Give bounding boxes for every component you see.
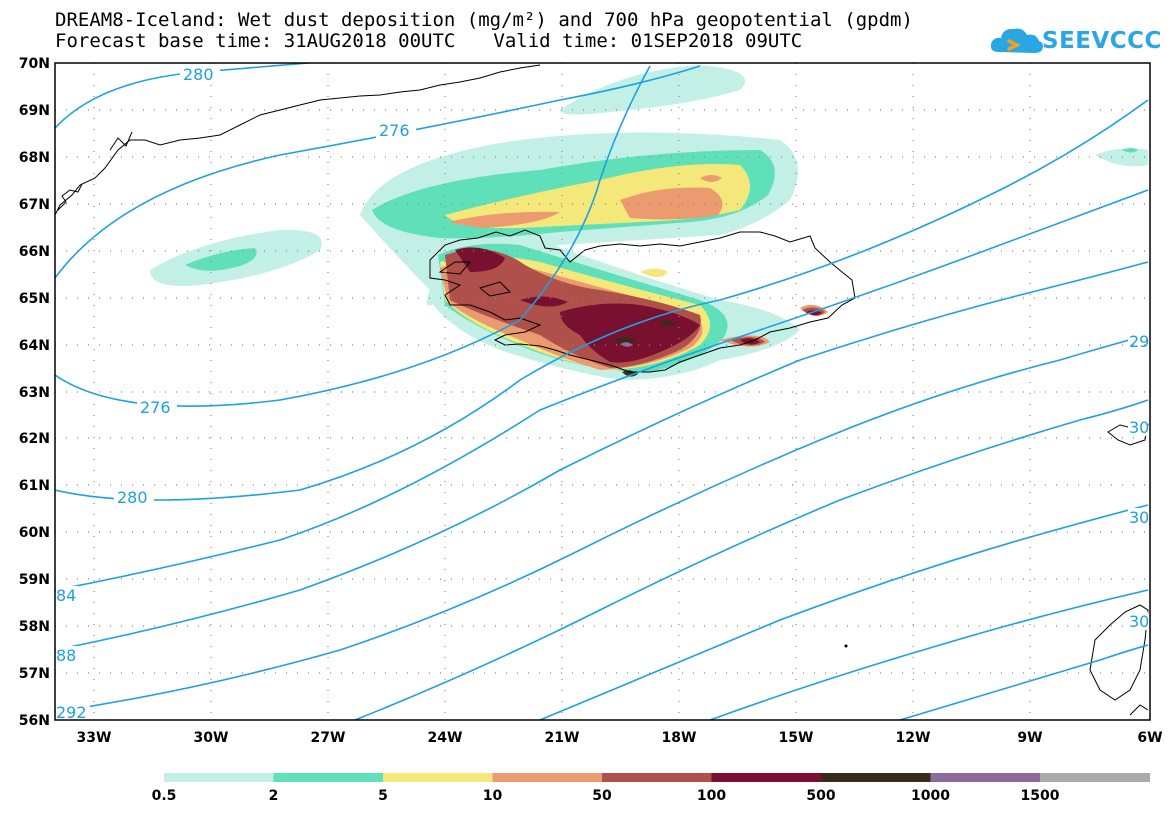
lat-label: 68N — [19, 150, 50, 166]
lon-label: 6W — [1137, 730, 1162, 746]
colorbar-swatch — [164, 773, 274, 782]
colorbar-swatch — [492, 773, 603, 782]
time-info: Forecast base time: 31AUG2018 00UTC Valid… — [55, 31, 802, 51]
colorbar-label: 2 — [269, 788, 279, 804]
colorbar: 0.5 2 5 10 50 100 500 1000 1500 — [152, 773, 1150, 804]
lat-label: 70N — [19, 56, 50, 72]
colorbar-swatch — [711, 773, 822, 782]
lon-label: 15W — [779, 730, 814, 746]
lat-label: 65N — [19, 291, 50, 307]
latitude-labels: 70N 69N 68N 67N 66N 65N 64N 63N 62N 61N … — [19, 56, 50, 729]
colorbar-label: 10 — [483, 788, 503, 804]
lat-label: 59N — [19, 572, 50, 588]
lat-label: 69N — [19, 103, 50, 119]
colorbar-swatch — [1040, 773, 1150, 782]
contour-label: 280 — [183, 65, 214, 84]
lat-label: 56N — [19, 713, 50, 729]
colorbar-label: 1000 — [911, 788, 950, 804]
valid-time: Valid time: 01SEP2018 09UTC — [493, 30, 803, 52]
contour-label: 280 — [117, 488, 148, 507]
lon-label: 21W — [545, 730, 580, 746]
lon-label: 27W — [311, 730, 346, 746]
colorbar-label: 100 — [697, 788, 726, 804]
contour-label: 276 — [379, 121, 410, 140]
colorbar-label: 500 — [806, 788, 835, 804]
lon-label: 18W — [662, 730, 697, 746]
contour-label: 30 — [1129, 418, 1149, 437]
lat-label: 62N — [19, 431, 50, 447]
longitude-labels: 33W 30W 27W 24W 21W 18W 15W 12W 9W 6W — [77, 730, 1163, 746]
lat-label: 60N — [19, 525, 50, 541]
geopotential-contours — [55, 63, 1149, 720]
map-frame — [54, 62, 1151, 721]
contour-label: 84 — [56, 586, 76, 605]
contour-label: 88 — [56, 646, 76, 665]
colorbar-swatch — [821, 773, 931, 782]
coastlines — [55, 64, 1149, 716]
lon-label: 9W — [1017, 730, 1042, 746]
colorbar-label: 5 — [378, 788, 388, 804]
dust-deposition-field — [150, 65, 1148, 380]
lon-label: 12W — [896, 730, 931, 746]
contour-label: 30 — [1129, 612, 1149, 631]
contour-label: 292 — [56, 703, 87, 722]
lon-label: 30W — [194, 730, 229, 746]
map-title: DREAM8-Iceland: Wet dust deposition (mg/… — [55, 9, 913, 31]
contour-label: 30 — [1129, 508, 1149, 527]
base-time: Forecast base time: 31AUG2018 00UTC — [55, 30, 456, 52]
colorbar-label: 1500 — [1021, 788, 1060, 804]
colorbar-swatch — [383, 773, 493, 782]
colorbar-swatch — [602, 773, 712, 782]
contour-label: 29 — [1129, 332, 1149, 351]
lon-label: 33W — [77, 730, 112, 746]
lon-label: 24W — [428, 730, 463, 746]
lat-label: 64N — [19, 338, 50, 354]
lat-label: 61N — [19, 478, 50, 494]
cloud-icon — [990, 28, 1043, 53]
colorbar-label: 0.5 — [152, 788, 177, 804]
colorbar-label: 50 — [592, 788, 612, 804]
logo-text: SEEVCCC — [1042, 28, 1162, 54]
lat-label: 58N — [19, 619, 50, 635]
lat-label: 66N — [19, 244, 50, 260]
lat-label: 67N — [19, 197, 50, 213]
contour-label: 276 — [140, 398, 171, 417]
colorbar-swatch — [273, 773, 384, 782]
seevccc-logo: SEEVCCC — [990, 22, 1162, 62]
colorbar-swatch — [930, 773, 1041, 782]
lat-label: 57N — [19, 666, 50, 682]
lat-label: 63N — [19, 385, 50, 401]
